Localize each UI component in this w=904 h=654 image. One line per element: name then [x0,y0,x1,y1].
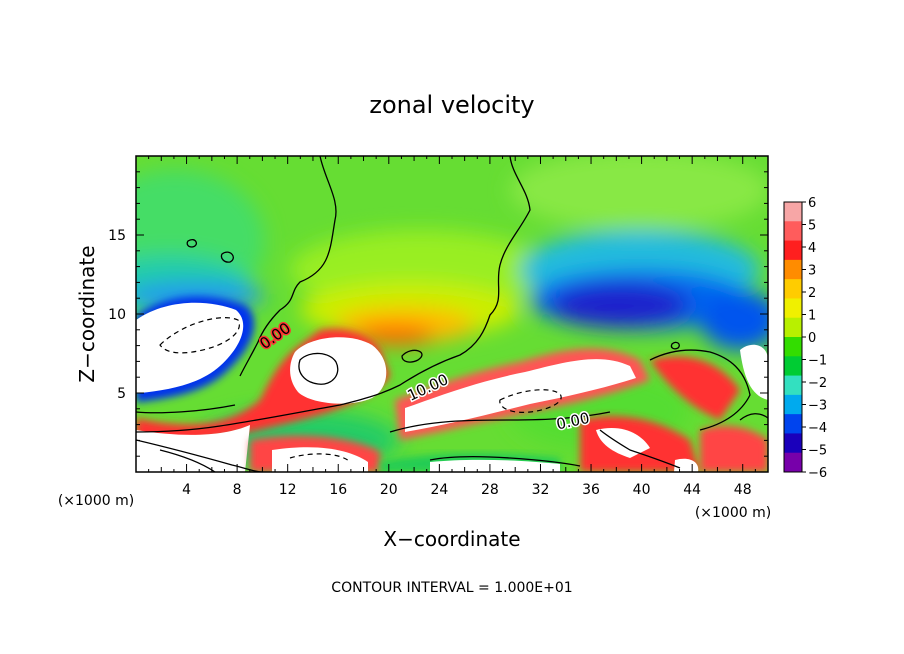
colorbar: 6 5 4 3 2 1 0 −1 −2 −3 −4 −5 −6 [783,196,827,481]
colorbar-label: −5 [808,444,827,459]
colorbar-label: −2 [808,376,827,391]
colorbar-swatch [784,240,802,261]
y-tick-labels: 5 10 15 [108,228,126,402]
y-tick-label: 10 [108,307,126,323]
colorbar-swatch [784,356,802,377]
x-tick-label: 12 [279,482,297,498]
colorbar-swatch [784,414,802,434]
x-tick-label: 36 [582,482,600,498]
contour-lines-negative [159,317,562,463]
colorbar-label: −6 [808,466,827,481]
colorbar-label: 6 [808,196,816,211]
colorbar-label: −4 [808,421,827,436]
colorbar-swatch [784,375,802,396]
colorbar-label: 0 [808,331,816,346]
x-tick-label: 8 [233,482,242,498]
x-tick-label: 16 [329,482,347,498]
colorbar-swatch [784,279,802,299]
contour-interval-footer: CONTOUR INTERVAL = 1.000E+01 [331,580,572,596]
colorbar-swatch [784,221,802,242]
y-tick-label: 15 [108,228,126,244]
x-tick-labels: 4 8 12 16 20 24 28 32 36 40 44 48 [182,482,752,498]
colorbar-swatch [784,202,802,222]
colorbar-label: 1 [808,309,816,324]
colorbar-swatch [784,452,802,473]
colorbar-label: 4 [808,241,816,256]
colorbar-swatch [784,298,802,319]
axis-ticks [136,156,768,472]
colorbar-swatch [784,433,802,454]
y-axis-label: Z−coordinate [75,245,99,382]
heatmap-field [136,156,768,472]
colorbar-label: −3 [808,399,827,414]
colorbar-swatch [784,259,802,280]
x-unit-label-right: (×1000 m) [695,505,771,521]
y-tick-label: 5 [117,386,126,402]
colorbar-swatch [784,337,802,357]
x-tick-label: 24 [430,482,448,498]
colorbar-label: 5 [808,219,816,234]
x-tick-label: 4 [182,482,191,498]
x-tick-label: 48 [734,482,752,498]
chart-title: zonal velocity [369,91,534,119]
colorbar-label: 2 [808,286,816,301]
x-axis-label: X−coordinate [383,527,520,551]
colorbar-swatch [784,317,802,338]
x-tick-label: 28 [481,482,499,498]
contour-lines [136,156,768,472]
x-tick-label: 40 [633,482,651,498]
colorbar-label: −1 [808,354,827,369]
x-tick-label: 20 [380,482,398,498]
x-unit-label: (×1000 m) [58,493,134,509]
x-tick-label: 32 [532,482,550,498]
colorbar-swatch [784,394,802,415]
colorbar-label: 3 [808,264,816,279]
x-tick-label: 44 [683,482,701,498]
